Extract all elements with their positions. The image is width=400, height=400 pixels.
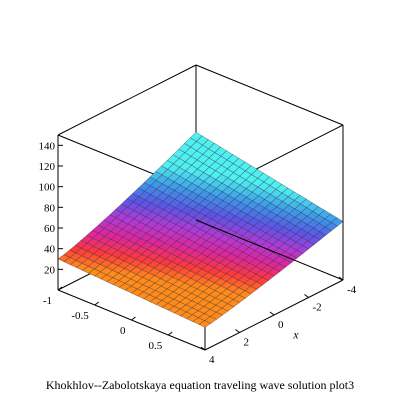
x-tick-label: -4 bbox=[347, 284, 357, 296]
box-edge bbox=[195, 64, 344, 126]
surface-patch bbox=[278, 258, 292, 268]
y-tick bbox=[167, 331, 173, 336]
z-tick-label: 100 bbox=[39, 182, 56, 194]
y-axis: -1 -0.5 0 0.5 bbox=[43, 286, 173, 352]
z-tick-label: 20 bbox=[44, 264, 56, 276]
y-tick-label: 0 bbox=[120, 325, 126, 337]
surface-patch bbox=[324, 222, 338, 232]
y-tick bbox=[94, 301, 100, 306]
surface-patch bbox=[307, 236, 321, 245]
surface-patch bbox=[209, 311, 223, 320]
y-tick-label: -0.5 bbox=[71, 310, 89, 322]
z-axis: 20 40 60 80 100 120 140 bbox=[39, 140, 63, 276]
x-axis-label: x bbox=[292, 327, 299, 341]
z-tick-label: 40 bbox=[44, 244, 56, 256]
surface-patch bbox=[261, 272, 275, 281]
x-tick-label: 4 bbox=[209, 354, 215, 366]
x-tick bbox=[304, 294, 309, 298]
x-tick-label: 0 bbox=[278, 319, 284, 331]
x-axis: -4 -2 0 2 4 bbox=[200, 276, 357, 366]
surface-patch bbox=[313, 231, 327, 241]
surface-patch bbox=[221, 303, 235, 312]
x-tick-label: 2 bbox=[244, 337, 250, 349]
x-tick bbox=[235, 329, 240, 333]
z-tick-label: 80 bbox=[44, 202, 56, 214]
surface-patch bbox=[296, 245, 310, 254]
surface-mesh bbox=[57, 131, 344, 328]
box-edge bbox=[195, 219, 344, 281]
chart-title: Khokhlov--Zabolotskaya equation travelin… bbox=[45, 378, 355, 392]
x-tick bbox=[200, 346, 206, 351]
surface-patch bbox=[319, 226, 333, 236]
x-tick bbox=[269, 311, 275, 316]
z-tick-label: 120 bbox=[39, 161, 56, 173]
surface-patch bbox=[267, 268, 281, 277]
y-tick-label: -1 bbox=[43, 295, 52, 307]
y-tick-label: 0.5 bbox=[149, 340, 163, 352]
y-tick bbox=[131, 316, 136, 321]
surface-patch bbox=[198, 320, 212, 328]
surface-patch bbox=[301, 240, 315, 250]
z-tick-label: 60 bbox=[44, 223, 56, 235]
surface-patch bbox=[290, 249, 304, 259]
z-tick-label: 140 bbox=[39, 140, 56, 152]
x-tick bbox=[338, 276, 344, 281]
y-tick bbox=[57, 286, 63, 291]
surface-patch bbox=[273, 263, 287, 273]
box-edge bbox=[57, 64, 197, 136]
x-tick-label: -2 bbox=[313, 302, 322, 314]
